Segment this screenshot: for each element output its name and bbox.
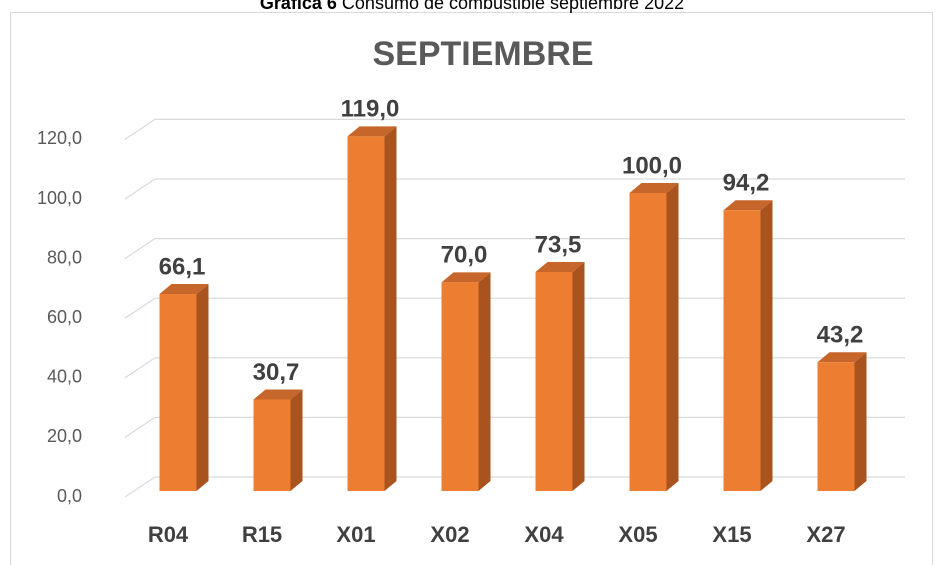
bar-top <box>347 126 397 137</box>
bar-side <box>572 261 585 491</box>
bar-top <box>817 352 867 363</box>
bar-side <box>196 284 209 491</box>
bar-side <box>666 183 679 491</box>
bar-top <box>723 200 773 211</box>
value-label: 30,7 <box>253 359 300 386</box>
value-label: 43,2 <box>817 322 864 349</box>
x-tick-label: X04 <box>524 522 564 547</box>
chart-title: SEPTIEMBRE <box>372 35 593 73</box>
bar-top <box>159 284 209 295</box>
x-tick-label: R04 <box>148 522 189 547</box>
bar <box>817 362 855 491</box>
caption: Gráfica 6 Consumo de combustible septiem… <box>260 0 684 13</box>
y-tick-label: 60,0 <box>47 307 82 327</box>
bar-side <box>290 389 303 491</box>
bar <box>535 271 573 491</box>
grid-line <box>124 178 905 200</box>
bar <box>253 399 291 491</box>
value-label: 70,0 <box>441 242 488 269</box>
grid-line <box>124 118 905 140</box>
bar-side <box>384 126 397 491</box>
x-tick-label: R15 <box>242 522 282 547</box>
bar-side <box>478 272 491 491</box>
value-label: 94,2 <box>723 170 770 197</box>
y-tick-label: 0,0 <box>57 486 82 506</box>
y-tick-label: 80,0 <box>47 247 82 267</box>
bar <box>723 210 761 491</box>
value-label: 73,5 <box>535 231 582 258</box>
x-tick-label: X02 <box>430 522 469 547</box>
y-tick-label: 20,0 <box>47 426 82 446</box>
x-tick-label: X01 <box>336 522 375 547</box>
x-tick-label: X15 <box>712 522 751 547</box>
bar-top <box>441 272 491 283</box>
y-tick-label: 100,0 <box>37 188 82 208</box>
y-tick-label: 40,0 <box>47 367 82 387</box>
bar <box>441 282 479 491</box>
value-label: 119,0 <box>341 96 400 123</box>
caption-text: Consumo de combustible septiembre 2022 <box>342 0 684 13</box>
x-tick-label: X05 <box>618 522 657 547</box>
value-label: 100,0 <box>622 152 682 179</box>
y-tick-label: 120,0 <box>37 128 82 148</box>
caption-label: Gráfica 6 <box>260 0 337 13</box>
bar <box>347 136 385 491</box>
bar-side <box>760 200 773 491</box>
bar <box>159 294 197 491</box>
bar-side <box>854 352 867 491</box>
x-tick-label: X27 <box>806 522 845 547</box>
bar-top <box>253 389 303 400</box>
value-label: 66,1 <box>159 253 206 280</box>
bar-top <box>629 183 679 193</box>
bar-top <box>535 261 585 272</box>
bar <box>629 193 667 491</box>
